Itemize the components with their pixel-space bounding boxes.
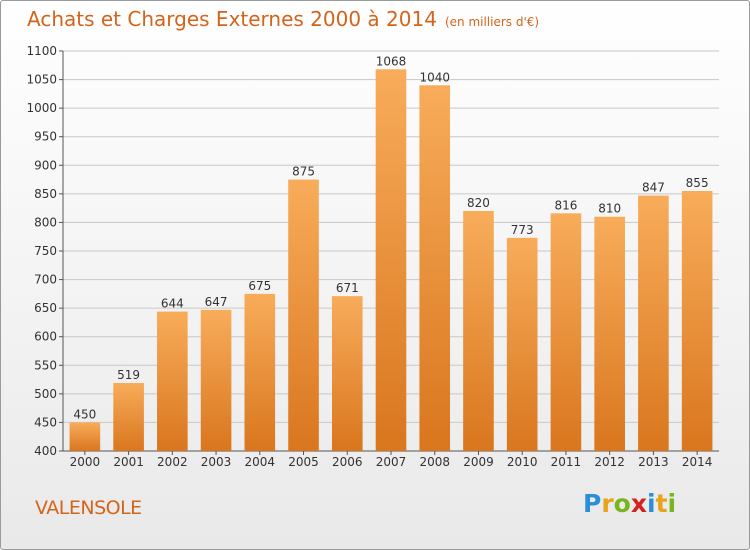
data-label: 519 (117, 368, 140, 382)
bar-2004 (244, 293, 276, 451)
data-label: 773 (511, 223, 534, 237)
data-label: 816 (554, 198, 577, 212)
y-tick-label: 400 (34, 444, 57, 458)
chart-subtitle: (en milliers d'€) (444, 15, 540, 29)
data-label: 450 (73, 407, 96, 421)
place-name: VALENSOLE (35, 497, 142, 519)
y-tick-label: 850 (34, 187, 57, 201)
logo-letter: o (613, 489, 631, 518)
x-tick-label: 2005 (288, 455, 319, 469)
y-tick-label: 1050 (26, 73, 57, 87)
logo-letter: i (647, 489, 656, 518)
x-tick-label: 2013 (638, 455, 669, 469)
y-tick-label: 750 (34, 244, 57, 258)
y-tick-label: 1000 (26, 101, 57, 115)
x-tick-label: 2008 (419, 455, 450, 469)
x-tick-label: 2014 (682, 455, 713, 469)
chart-title-text: Achats et Charges Externes 2000 à 2014 (27, 7, 437, 31)
bar-2014 (681, 191, 713, 451)
data-label: 675 (248, 279, 271, 293)
bar-2001 (113, 383, 144, 451)
x-tick-label: 2002 (157, 455, 188, 469)
x-tick-label: 2010 (507, 455, 538, 469)
x-tick-label: 2007 (376, 455, 407, 469)
data-labels: 450 519 644 647 675 875 671 1068 1040 820 773 816 81… (73, 54, 708, 421)
axes: 400 450 500 550 600 650 700 750 800 850 900 950 1000… (26, 44, 719, 469)
data-label: 1040 (419, 70, 450, 84)
y-tick-label: 650 (34, 301, 57, 315)
data-label: 847 (642, 181, 665, 195)
bar-2007 (375, 69, 407, 452)
y-tick-label: 500 (34, 387, 57, 401)
data-label: 647 (205, 295, 228, 309)
logo-letter: P (583, 489, 602, 518)
x-tick-label: 2004 (245, 455, 276, 469)
y-tick-label: 950 (34, 130, 57, 144)
bar-2013 (638, 195, 669, 451)
bar-2005 (288, 179, 319, 452)
y-tick-label: 800 (34, 215, 57, 229)
data-label: 855 (686, 176, 709, 190)
bar-2011 (550, 213, 582, 451)
y-tick-label: 550 (34, 358, 57, 372)
y-tick-label: 450 (34, 415, 57, 429)
bar-2002 (157, 311, 188, 451)
bar-2003 (200, 309, 232, 451)
logo-letter: t (655, 489, 668, 518)
bars (69, 69, 713, 452)
x-tick-label: 2011 (551, 455, 582, 469)
x-tick-label: 2012 (594, 455, 625, 469)
x-tick-label: 2006 (332, 455, 363, 469)
logo-letter: i (667, 489, 677, 518)
bar-2012 (594, 216, 625, 451)
y-tick-label: 700 (34, 273, 57, 287)
bar-2009 (463, 211, 494, 451)
chart-title: Achats et Charges Externes 2000 à 2014 (e… (27, 7, 539, 31)
data-label: 810 (598, 202, 621, 216)
y-tick-label: 600 (34, 330, 57, 344)
y-tick-label: 900 (34, 158, 57, 172)
bar-2010 (506, 237, 538, 451)
bar-2008 (419, 85, 451, 452)
logo-letter: x (630, 489, 647, 518)
x-tick-label: 2000 (70, 455, 101, 469)
x-tick-label: 2001 (113, 455, 144, 469)
data-label: 1068 (376, 54, 407, 68)
data-label: 671 (336, 281, 359, 295)
bar-2006 (331, 296, 363, 451)
logo-letter: r (601, 489, 614, 518)
x-tick-label: 2003 (201, 455, 232, 469)
bar-2000 (69, 422, 101, 451)
proxiti-logo: Proxiti (583, 489, 676, 518)
data-label: 820 (467, 196, 490, 210)
data-label: 644 (161, 297, 184, 311)
data-label: 875 (292, 165, 315, 179)
y-tick-label: 1100 (26, 44, 57, 58)
x-tick-label: 2009 (463, 455, 494, 469)
